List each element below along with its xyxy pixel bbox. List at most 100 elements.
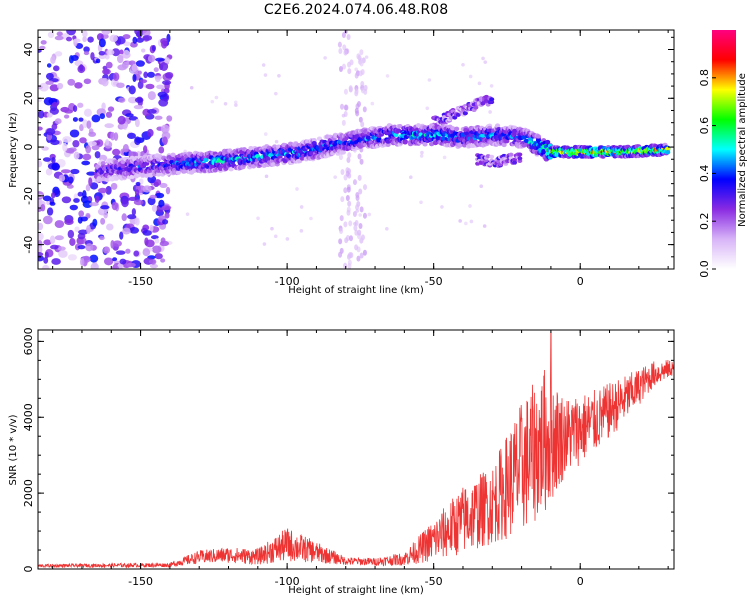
faint-cell xyxy=(273,234,278,239)
noise-cell xyxy=(154,179,162,186)
noise-cell xyxy=(85,184,91,192)
noise-cell xyxy=(132,36,138,44)
noise-cell xyxy=(112,148,121,156)
noise-cell xyxy=(69,204,78,211)
noise-cell xyxy=(39,82,49,92)
noise-cell xyxy=(78,210,85,217)
ridge-cell xyxy=(100,161,106,166)
snr-frame xyxy=(37,329,675,570)
y-tick-label: 20 xyxy=(22,91,35,105)
ridge-cell xyxy=(365,135,371,140)
streak-cell xyxy=(353,225,358,232)
noise-cell xyxy=(91,114,101,123)
noise-cell xyxy=(83,78,92,85)
ridge-cell xyxy=(140,172,146,178)
ridge-cell xyxy=(376,136,382,142)
faint-cell xyxy=(261,63,266,67)
faint-cell xyxy=(358,213,362,217)
noise-cell xyxy=(143,145,148,154)
noise-cell xyxy=(142,248,151,257)
noise-cell xyxy=(38,232,44,241)
noise-cell xyxy=(127,132,136,140)
ridge-cell xyxy=(170,152,176,158)
faint-cell xyxy=(189,85,194,90)
noise-cell xyxy=(102,68,111,75)
noise-cell xyxy=(90,262,99,269)
noise-cell xyxy=(133,250,140,257)
streak-cell xyxy=(338,48,343,55)
noise-cell xyxy=(116,82,125,89)
snr-panel: -150 -100 -50 0 0 2000 4000 6000 Height of str… xyxy=(8,327,675,596)
streak-cell xyxy=(358,188,363,195)
noise-cell xyxy=(122,49,131,59)
ridge-cell xyxy=(182,169,188,174)
noise-cell xyxy=(38,252,44,257)
noise-cell xyxy=(147,71,155,78)
ridge-cell xyxy=(385,142,391,147)
noise-cell xyxy=(53,65,60,72)
snr-y-label: SNR (10 * v/v) xyxy=(8,414,19,485)
faint-cell xyxy=(482,224,487,228)
colorbar-tick-label: 0.8 xyxy=(698,69,711,87)
noise-cell xyxy=(111,265,119,269)
ridge-cell xyxy=(316,136,323,141)
branch-cell xyxy=(462,111,468,116)
noise-cell xyxy=(149,263,159,269)
noise-cell xyxy=(42,195,52,202)
noise-cell xyxy=(56,31,63,37)
noise-cell xyxy=(54,235,64,241)
faint-cell xyxy=(234,103,238,107)
noise-cell xyxy=(51,157,56,164)
noise-cell xyxy=(147,54,156,63)
noise-cell xyxy=(147,91,156,101)
faint-cell xyxy=(483,60,488,64)
noise-cell xyxy=(131,63,138,72)
streak-cell xyxy=(340,169,345,176)
streak-cell xyxy=(344,104,349,111)
noise-cell xyxy=(72,117,78,122)
faint-cell xyxy=(233,100,238,105)
snr-x-ticks: -150 -100 -50 0 xyxy=(52,330,669,588)
noise-cell xyxy=(40,40,47,45)
noise-cell xyxy=(126,262,136,268)
streak-cell xyxy=(343,49,348,56)
noise-cell xyxy=(134,189,140,196)
faint-cell xyxy=(419,154,424,158)
ridge-cell xyxy=(545,139,551,145)
noise-cell xyxy=(90,52,95,61)
noise-cell xyxy=(45,80,54,85)
noise-cell xyxy=(123,151,130,156)
streak-cell xyxy=(359,252,364,259)
noise-cell xyxy=(104,123,114,129)
noise-cell xyxy=(51,192,56,199)
noise-cell xyxy=(86,120,92,129)
noise-cell xyxy=(80,257,85,266)
faint-cell xyxy=(333,175,337,179)
faint-cell xyxy=(468,74,473,79)
streak-cell xyxy=(354,88,359,95)
noise-cell xyxy=(99,235,105,241)
streak-cell xyxy=(347,259,352,266)
y-tick-label: 0 xyxy=(22,144,35,151)
noise-cell xyxy=(159,182,168,189)
y-tick-label: -40 xyxy=(22,236,35,254)
branch-cell xyxy=(473,105,479,110)
noise-cell xyxy=(145,83,155,90)
noise-cell xyxy=(147,196,156,206)
noise-cell xyxy=(40,204,46,212)
streak-cell xyxy=(359,49,364,56)
ridge-cell xyxy=(665,149,671,155)
faint-cell xyxy=(370,101,375,106)
branch-cell xyxy=(517,152,523,157)
spectrogram-cells xyxy=(38,30,671,269)
noise-cell xyxy=(88,177,93,187)
noise-cell xyxy=(149,194,157,199)
noise-cell xyxy=(82,30,88,38)
ridge-cell xyxy=(210,164,216,169)
noise-cell xyxy=(125,248,131,254)
noise-cell xyxy=(106,49,115,56)
noise-cell xyxy=(151,245,162,254)
noise-cell xyxy=(154,238,160,244)
branch-cell xyxy=(478,160,484,165)
